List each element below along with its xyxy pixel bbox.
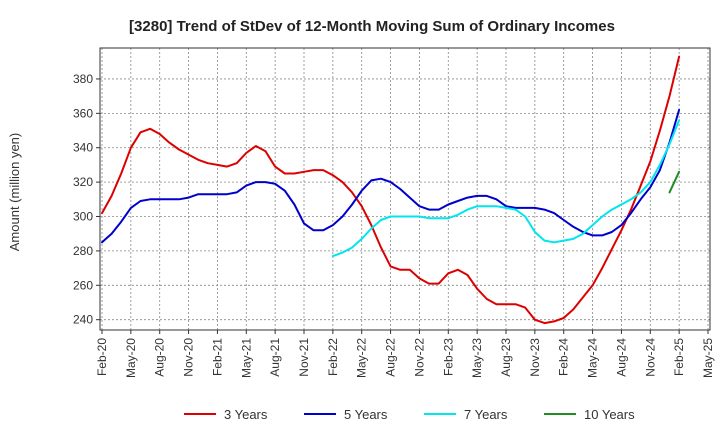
- y-axis-ticks: 240 260 280 300 320 340 360 380: [73, 72, 100, 327]
- plot-frame: [99, 47, 711, 331]
- grid: [100, 48, 710, 330]
- x-tick-label: Aug-20: [153, 338, 167, 377]
- x-tick-label: May-21: [239, 338, 253, 378]
- series-line-3-years: [101, 55, 681, 325]
- x-tick-label: Aug-23: [499, 338, 513, 377]
- x-tick-label: Feb-22: [326, 338, 340, 376]
- x-tick-label: Feb-20: [95, 338, 109, 376]
- y-axis-label: Amount (million yen): [7, 133, 22, 252]
- x-tick-label: Nov-22: [412, 338, 426, 377]
- series-line-10-years: [668, 170, 681, 194]
- x-tick-label: Aug-24: [614, 338, 628, 377]
- x-tick-label: May-24: [586, 338, 600, 378]
- x-tick-label: Nov-24: [643, 338, 657, 377]
- legend: 3 Years 5 Years 7 Years 10 Years: [184, 407, 635, 422]
- x-axis-ticks: Feb-20 May-20 Aug-20 Nov-20 Feb-21 May-21 Aug-…: [95, 330, 715, 378]
- legend-label: 3 Years: [224, 407, 268, 422]
- x-tick-label: Feb-21: [210, 338, 224, 376]
- series-line-7-years: [331, 119, 681, 258]
- y-tick-label: 340: [73, 141, 93, 155]
- series-layer: [101, 55, 681, 325]
- x-tick-label: May-25: [701, 338, 715, 378]
- x-tick-label: Nov-23: [528, 338, 542, 377]
- legend-label: 10 Years: [584, 407, 635, 422]
- y-tick-label: 240: [73, 313, 93, 327]
- x-tick-label: May-20: [124, 338, 138, 378]
- x-tick-label: Nov-21: [297, 338, 311, 377]
- y-tick-label: 360: [73, 106, 93, 120]
- x-tick-label: Aug-21: [268, 338, 282, 377]
- chart-title: [3280] Trend of StDev of 12-Month Moving…: [129, 18, 615, 35]
- x-tick-label: Nov-20: [182, 338, 196, 377]
- series-line-5-years: [101, 108, 681, 244]
- x-tick-label: Aug-22: [384, 338, 398, 377]
- y-tick-label: 380: [73, 72, 93, 86]
- y-tick-label: 280: [73, 244, 93, 258]
- y-tick-label: 260: [73, 278, 93, 292]
- legend-label: 5 Years: [344, 407, 388, 422]
- x-tick-label: Feb-25: [672, 338, 686, 376]
- x-tick-label: May-23: [470, 338, 484, 378]
- y-tick-label: 320: [73, 175, 93, 189]
- legend-label: 7 Years: [464, 407, 508, 422]
- x-tick-label: May-22: [355, 338, 369, 378]
- y-tick-label: 300: [73, 210, 93, 224]
- x-tick-label: Feb-24: [557, 338, 571, 376]
- x-tick-label: Feb-23: [441, 338, 455, 376]
